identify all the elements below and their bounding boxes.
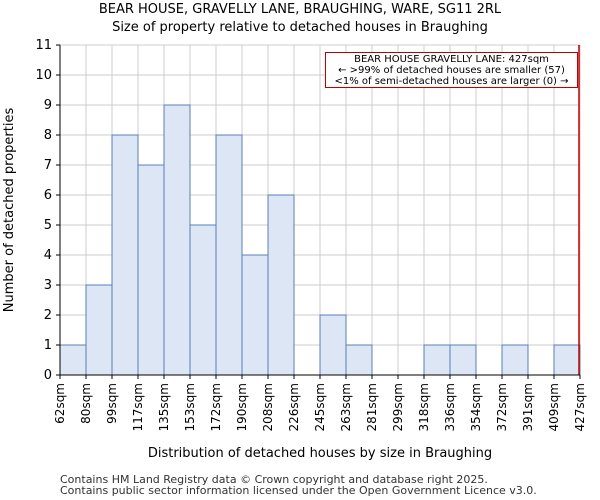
histogram-bar: [189, 224, 217, 376]
x-tick-label: 208sqm: [261, 383, 275, 431]
histogram-bar: [449, 344, 477, 376]
y-tick-label: 0: [44, 368, 52, 383]
x-axis-label: Distribution of detached houses by size …: [148, 446, 492, 461]
x-tick-label: 135sqm: [157, 383, 171, 431]
x-tick-label: 336sqm: [443, 383, 457, 431]
chart-title: BEAR HOUSE, GRAVELLY LANE, BRAUGHING, WA…: [98, 2, 502, 17]
x-tick-label: 354sqm: [469, 383, 483, 431]
y-tick-label: 10: [35, 68, 52, 83]
histogram-bar: [267, 194, 295, 376]
y-tick-label: 6: [44, 188, 52, 203]
x-tick-label: 372sqm: [495, 383, 509, 431]
y-tick-label: 7: [44, 158, 52, 173]
x-tick-label: 391sqm: [521, 383, 535, 431]
histogram-bar: [215, 134, 243, 376]
x-tick-label: 281sqm: [365, 383, 379, 431]
annotation-line-3: <1% of semi-detached houses are larger (…: [334, 76, 569, 87]
property-annotation: BEAR HOUSE GRAVELLY LANE: 427sqm ← >99% …: [325, 52, 578, 88]
histogram-bar: [163, 104, 191, 376]
y-tick-label: 2: [44, 308, 52, 323]
x-tick-label: 80sqm: [79, 383, 93, 424]
y-tick-label: 11: [35, 38, 52, 53]
histogram-bar: [241, 254, 269, 376]
x-tick-label: 117sqm: [131, 383, 145, 431]
y-tick-label: 1: [44, 338, 52, 353]
histogram-bar: [345, 344, 373, 376]
histogram-bar: [319, 314, 347, 376]
x-tick-label: 62sqm: [53, 383, 67, 424]
x-tick-label: 409sqm: [547, 383, 561, 431]
footer-copyright: Contains HM Land Registry data © Crown c…: [60, 473, 488, 486]
annotation-line-2: ← >99% of detached houses are smaller (5…: [338, 65, 565, 76]
x-tick-label: 427sqm: [573, 383, 587, 431]
annotation-line-1: BEAR HOUSE GRAVELLY LANE: 427sqm: [354, 54, 549, 65]
y-axis-label: Number of detached properties: [2, 108, 17, 313]
y-tick-label: 5: [44, 218, 52, 233]
x-tick-label: 153sqm: [183, 383, 197, 431]
x-tick-label: 99sqm: [105, 383, 119, 424]
histogram-bar: [553, 344, 581, 376]
y-tick-label: 4: [44, 248, 52, 263]
footer-licence: Contains public sector information licen…: [60, 484, 537, 497]
histogram-bar: [111, 134, 139, 376]
histogram-bar: [423, 344, 451, 376]
chart-subtitle: Size of property relative to detached ho…: [112, 20, 488, 35]
x-tick-label: 226sqm: [287, 383, 301, 431]
histogram-bar: [59, 344, 87, 376]
x-tick-label: 190sqm: [235, 383, 249, 431]
histogram-bar: [85, 284, 113, 376]
histogram-bar: [137, 164, 165, 376]
x-tick-label: 172sqm: [209, 383, 223, 431]
histogram-bar: [501, 344, 529, 376]
x-tick-label: 245sqm: [313, 383, 327, 431]
x-tick-label: 299sqm: [391, 383, 405, 431]
y-tick-label: 3: [44, 278, 52, 293]
y-tick-label: 8: [44, 128, 52, 143]
y-tick-label: 9: [44, 98, 52, 113]
x-tick-label: 318sqm: [417, 383, 431, 431]
x-tick-label: 263sqm: [339, 383, 353, 431]
